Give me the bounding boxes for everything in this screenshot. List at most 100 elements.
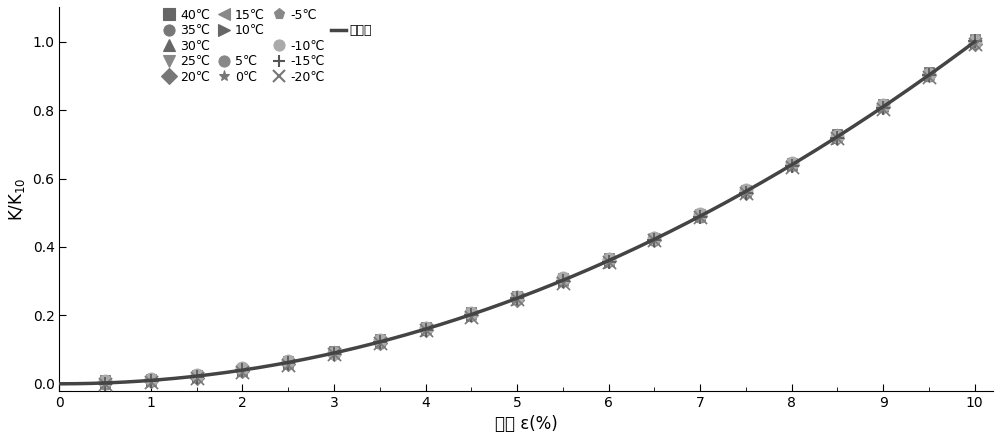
Point: [372, 337, 388, 344]
Point: [555, 275, 571, 282]
Point: [692, 213, 708, 220]
Point: [509, 296, 525, 303]
X-axis label: 应变 ε(%): 应变 ε(%): [495, 415, 558, 433]
Point: [601, 256, 617, 263]
Point: [646, 235, 662, 242]
Point: [692, 213, 708, 220]
Point: [463, 311, 479, 318]
Point: [829, 131, 845, 138]
Point: [326, 351, 342, 358]
Point: [555, 278, 571, 285]
Point: [967, 39, 983, 46]
Point: [97, 380, 113, 387]
Point: [509, 295, 525, 302]
Point: [829, 132, 845, 139]
Point: [189, 371, 205, 378]
Point: [372, 337, 388, 344]
Point: [189, 373, 205, 380]
Point: [784, 163, 800, 170]
Point: [418, 326, 434, 334]
Point: [234, 366, 250, 373]
Point: [509, 293, 525, 301]
Point: [189, 373, 205, 380]
Point: [418, 324, 434, 331]
Point: [967, 36, 983, 43]
Point: [97, 377, 113, 384]
Point: [738, 187, 754, 194]
Point: [280, 360, 296, 367]
Point: [921, 73, 937, 80]
Point: [280, 359, 296, 366]
Point: [97, 378, 113, 385]
Point: [784, 160, 800, 167]
Point: [601, 258, 617, 265]
Point: [418, 325, 434, 332]
Point: [509, 294, 525, 301]
Point: [509, 294, 525, 301]
Point: [189, 372, 205, 379]
Point: [875, 101, 891, 108]
Point: [875, 102, 891, 109]
Point: [555, 275, 571, 282]
Point: [646, 237, 662, 244]
Point: [921, 69, 937, 76]
Point: [326, 349, 342, 356]
Point: [280, 360, 296, 367]
Point: [875, 103, 891, 110]
Point: [509, 296, 525, 303]
Point: [234, 366, 250, 373]
Point: [372, 340, 388, 347]
Point: [784, 161, 800, 169]
Point: [189, 371, 205, 378]
Point: [921, 70, 937, 77]
Point: [463, 313, 479, 320]
Point: [463, 312, 479, 319]
Point: [280, 361, 296, 368]
Point: [784, 163, 800, 170]
Point: [921, 70, 937, 77]
Point: [601, 256, 617, 263]
Point: [829, 135, 845, 142]
Point: [738, 190, 754, 197]
Point: [143, 378, 159, 385]
Point: [418, 323, 434, 330]
Point: [463, 310, 479, 317]
Point: [97, 379, 113, 386]
Point: [784, 164, 800, 171]
Point: [463, 309, 479, 316]
Point: [967, 40, 983, 47]
Point: [509, 295, 525, 302]
Point: [463, 309, 479, 316]
Point: [967, 37, 983, 44]
Point: [234, 368, 250, 375]
Point: [692, 215, 708, 222]
Point: [829, 132, 845, 139]
Point: [967, 36, 983, 43]
Point: [509, 293, 525, 300]
Point: [326, 348, 342, 355]
Point: [921, 72, 937, 79]
Point: [921, 73, 937, 81]
Point: [234, 369, 250, 376]
Point: [738, 188, 754, 195]
Point: [143, 378, 159, 385]
Point: [189, 374, 205, 381]
Point: [601, 256, 617, 263]
Point: [143, 376, 159, 383]
Point: [738, 187, 754, 194]
Point: [646, 237, 662, 244]
Point: [601, 258, 617, 265]
Point: [372, 336, 388, 343]
Point: [372, 340, 388, 347]
Point: [692, 211, 708, 218]
Point: [97, 380, 113, 387]
Point: [555, 277, 571, 284]
Point: [967, 37, 983, 44]
Point: [143, 378, 159, 385]
Point: [601, 258, 617, 265]
Point: [189, 375, 205, 382]
Point: [372, 338, 388, 345]
Point: [784, 160, 800, 167]
Point: [509, 293, 525, 300]
Point: [692, 213, 708, 220]
